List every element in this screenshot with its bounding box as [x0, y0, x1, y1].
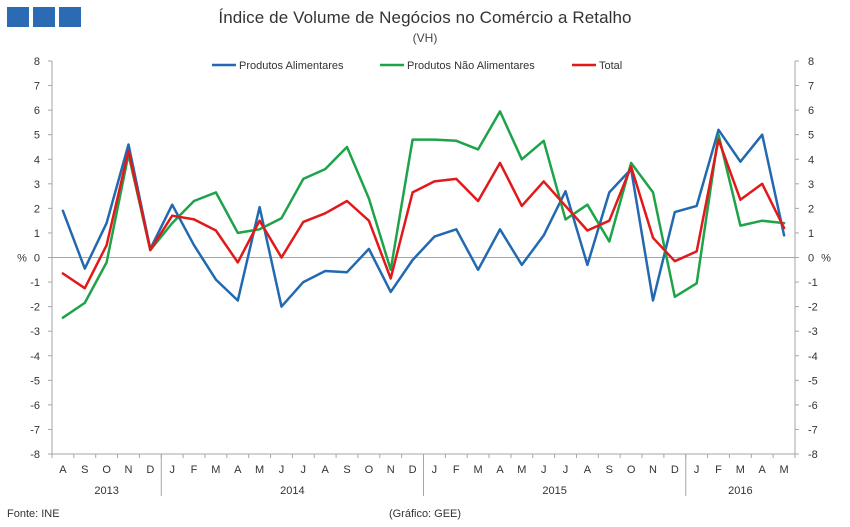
x-tick-label-month: N: [125, 464, 133, 476]
y-tick-label-left: -2: [30, 302, 40, 314]
y-tick-label-right: -7: [808, 424, 818, 436]
x-tick-label-month: F: [715, 464, 722, 476]
x-tick-label-month: F: [453, 464, 460, 476]
y-tick-label-right: 6: [808, 105, 814, 117]
y-tick-label-left: 6: [34, 105, 40, 117]
series-line-produtos-nao-alimentares: [61, 110, 786, 319]
y-axis-unit-right: %: [821, 253, 831, 265]
y-tick-label-left: 5: [34, 130, 40, 142]
y-tick-label-right: 3: [808, 179, 814, 191]
x-tick-label-month: O: [627, 464, 636, 476]
legend-label: Produtos Não Alimentares: [407, 60, 535, 72]
x-tick-label-month: A: [584, 464, 592, 476]
x-tick-label-month: M: [211, 464, 220, 476]
x-tick-label-month: O: [102, 464, 111, 476]
y-tick-label-left: 2: [34, 203, 40, 215]
y-tick-label-right: -8: [808, 449, 818, 461]
x-tick-label-month: S: [606, 464, 613, 476]
y-tick-label-right: -3: [808, 326, 818, 338]
logo-square-2: [33, 7, 55, 27]
y-tick-label-right: 0: [808, 253, 814, 265]
x-tick-label-month: O: [365, 464, 374, 476]
x-tick-label-month: M: [779, 464, 788, 476]
x-tick-label-month: D: [409, 464, 417, 476]
y-tick-label-left: 0: [34, 253, 40, 265]
y-tick-label-right: 7: [808, 81, 814, 93]
x-tick-label-month: A: [59, 464, 67, 476]
x-tick-label-month: J: [301, 464, 307, 476]
x-tick-label-month: N: [649, 464, 657, 476]
x-tick-label-month: J: [432, 464, 438, 476]
x-tick-label-month: J: [563, 464, 569, 476]
axes: -8 -8 -7 -7 -6 -6 -5 -5 -4 -4 -3 -3 -2 -2 -1 -1 0 0 1 1 2 2 3 3…: [17, 56, 831, 497]
y-tick-label-right: -1: [808, 277, 818, 289]
x-tick-label-month: J: [169, 464, 175, 476]
x-tick-label-month: N: [387, 464, 395, 476]
y-tick-label-left: -6: [30, 400, 40, 412]
x-tick-label-month: M: [736, 464, 745, 476]
x-year-label: 2015: [542, 485, 566, 497]
y-tick-label-left: 4: [34, 154, 40, 166]
x-tick-label-month: J: [541, 464, 547, 476]
y-tick-label-left: -1: [30, 277, 40, 289]
legend: Produtos Alimentares Produtos Não Aliment…: [212, 60, 622, 72]
y-tick-label-left: 8: [34, 56, 40, 68]
x-tick-label-month: J: [694, 464, 700, 476]
x-tick-label-month: A: [496, 464, 504, 476]
x-tick-label-month: S: [81, 464, 88, 476]
chart-subtitle: (VH): [412, 31, 438, 45]
y-tick-label-left: -7: [30, 424, 40, 436]
x-tick-label-month: J: [279, 464, 285, 476]
y-tick-label-left: -8: [30, 449, 40, 461]
x-tick-label-month: D: [146, 464, 154, 476]
legend-label: Total: [599, 60, 622, 72]
y-tick-label-right: 1: [808, 228, 814, 240]
logo-square-3: [59, 7, 81, 27]
y-tick-label-right: 5: [808, 130, 814, 142]
legend-label: Produtos Alimentares: [239, 60, 344, 72]
y-tick-label-left: -3: [30, 326, 40, 338]
x-tick-label-month: A: [234, 464, 242, 476]
x-tick-label-month: D: [671, 464, 679, 476]
y-tick-label-right: -5: [808, 375, 818, 387]
y-tick-label-left: 1: [34, 228, 40, 240]
series-line-produtos-alimentares: [61, 128, 786, 308]
x-year-label: 2013: [94, 485, 118, 497]
y-tick-label-right: 2: [808, 203, 814, 215]
chart-title: Índice de Volume de Negócios no Comércio…: [218, 8, 632, 27]
x-tick-label-month: F: [191, 464, 198, 476]
x-tick-label-month: M: [474, 464, 483, 476]
y-tick-label-left: -4: [30, 351, 40, 363]
logo: [7, 7, 81, 27]
source-note: Fonte: INE: [7, 508, 60, 520]
y-tick-label-left: -5: [30, 375, 40, 387]
x-tick-label-month: A: [321, 464, 329, 476]
y-tick-label-right: -6: [808, 400, 818, 412]
series-line-total: [61, 138, 786, 290]
x-tick-label-month: M: [517, 464, 526, 476]
y-tick-label-left: 7: [34, 81, 40, 93]
y-tick-label-right: 8: [808, 56, 814, 68]
logo-square-1: [7, 7, 29, 27]
x-year-label: 2014: [280, 485, 304, 497]
y-axis-unit-left: %: [17, 253, 27, 265]
y-tick-label-left: 3: [34, 179, 40, 191]
y-tick-label-right: -2: [808, 302, 818, 314]
series-lines: [61, 110, 786, 319]
credit-note: (Gráfico: GEE): [388, 508, 462, 520]
x-tick-label-month: S: [343, 464, 350, 476]
y-tick-label-right: -4: [808, 351, 818, 363]
y-tick-label-right: 4: [808, 154, 814, 166]
x-year-label: 2016: [728, 485, 752, 497]
x-tick-label-month: A: [759, 464, 767, 476]
x-tick-label-month: M: [255, 464, 264, 476]
